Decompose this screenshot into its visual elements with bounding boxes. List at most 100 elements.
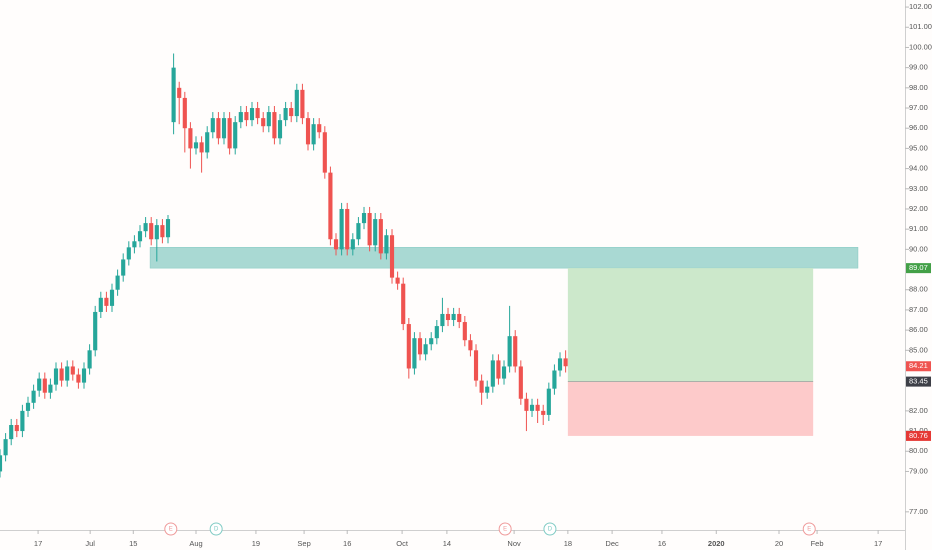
candle-body xyxy=(535,404,540,411)
y-tick-label: 88.00 xyxy=(909,285,928,294)
y-tick-label: 99.00 xyxy=(909,63,928,72)
y-tick-label: 100.00 xyxy=(909,42,932,51)
candle-body xyxy=(361,213,367,224)
profit-zone xyxy=(567,268,814,382)
candle-body xyxy=(289,108,294,117)
x-tick-label: Feb xyxy=(811,539,824,548)
candle-body xyxy=(373,219,378,246)
y-tick-label: 80.00 xyxy=(909,446,928,455)
candle-body xyxy=(552,370,557,389)
x-tick-label: 14 xyxy=(443,539,451,548)
candle-body xyxy=(496,360,501,379)
y-tick-label: 85.00 xyxy=(909,345,928,354)
candle-body xyxy=(0,455,3,472)
y-tick-label: 81.00 xyxy=(909,426,928,435)
candle-body xyxy=(529,404,535,411)
candle-body xyxy=(154,225,159,240)
candle-body xyxy=(356,223,361,240)
y-tick-label: 87.00 xyxy=(909,305,928,314)
price-tag-label: 84.21 xyxy=(909,361,928,370)
candle-body xyxy=(177,87,182,98)
candle-body xyxy=(395,277,400,284)
y-tick-label: 93.00 xyxy=(909,184,928,193)
y-tick-label: 79.00 xyxy=(909,466,928,475)
candle-body xyxy=(137,231,143,242)
candle-body xyxy=(238,112,243,123)
candle-body xyxy=(205,132,210,153)
candle-body xyxy=(81,368,87,383)
candle-body xyxy=(541,410,546,415)
x-tick-label: 2020 xyxy=(708,539,725,548)
candle-body xyxy=(300,89,305,119)
candle-body xyxy=(524,398,529,411)
candle-body xyxy=(457,313,462,323)
x-tick-label: 20 xyxy=(775,539,783,548)
candle-body xyxy=(93,311,98,351)
candle-body xyxy=(261,118,266,127)
candle-body xyxy=(171,67,176,123)
price-tag xyxy=(906,376,931,387)
price-tag xyxy=(906,263,931,274)
candle-body xyxy=(188,128,193,149)
candle-body xyxy=(25,402,31,411)
event-label: E xyxy=(807,527,811,533)
candle-body xyxy=(283,108,288,121)
candle-body xyxy=(305,118,311,145)
candle-body xyxy=(266,112,271,127)
y-tick-label: 90.00 xyxy=(909,244,928,253)
candle-body xyxy=(14,425,19,432)
candle-body xyxy=(451,313,456,321)
y-tick-label: 86.00 xyxy=(909,325,928,334)
candle-body xyxy=(65,366,70,381)
x-tick-label: Sep xyxy=(297,539,310,548)
candle-body xyxy=(557,358,563,371)
candle-body xyxy=(115,275,120,290)
candle-body xyxy=(87,350,92,369)
candle-body xyxy=(518,366,523,399)
candle-body xyxy=(42,378,47,393)
support-zone xyxy=(149,247,859,269)
x-tick-label: Nov xyxy=(507,539,521,548)
candle-body xyxy=(513,336,518,367)
candle-body xyxy=(429,338,434,345)
y-tick-label: 101.00 xyxy=(909,22,932,31)
candle-body xyxy=(3,439,8,456)
candle-body xyxy=(311,124,316,145)
candle-body xyxy=(126,247,131,260)
event-marker xyxy=(498,522,512,536)
x-tick-label: Jul xyxy=(85,539,95,548)
candle-body xyxy=(417,338,423,355)
x-tick-label: Oct xyxy=(396,539,409,548)
candle-body xyxy=(322,132,327,173)
y-tick-label: 96.00 xyxy=(909,123,928,132)
candle-body xyxy=(20,410,25,432)
candle-body xyxy=(367,213,372,246)
candle-body xyxy=(272,112,277,139)
candle-body xyxy=(490,360,495,387)
event-marker xyxy=(543,522,557,536)
y-tick-label: 97.00 xyxy=(909,103,928,112)
price-tag xyxy=(906,361,931,372)
candle-body xyxy=(440,313,445,327)
candle-body xyxy=(507,336,512,367)
candle-body xyxy=(317,124,322,133)
candle-body xyxy=(53,368,59,385)
candle-body xyxy=(473,350,479,381)
candle-body xyxy=(98,297,103,312)
candle-body xyxy=(193,142,199,149)
candle-body xyxy=(345,208,350,250)
y-tick-label: 94.00 xyxy=(909,164,928,173)
candle-body xyxy=(233,122,238,149)
candle-body xyxy=(210,118,215,133)
event-label: E xyxy=(503,527,507,533)
candle-body xyxy=(485,386,490,393)
y-tick-label: 102.00 xyxy=(909,2,932,11)
candle-body xyxy=(109,289,115,306)
event-label: E xyxy=(169,527,173,533)
candle-body xyxy=(37,378,42,391)
x-tick-label: 17 xyxy=(874,539,882,548)
event-marker xyxy=(209,522,223,536)
candle-body xyxy=(104,297,109,306)
price-tag xyxy=(906,430,931,441)
price-tag-label: 89.07 xyxy=(909,263,928,272)
